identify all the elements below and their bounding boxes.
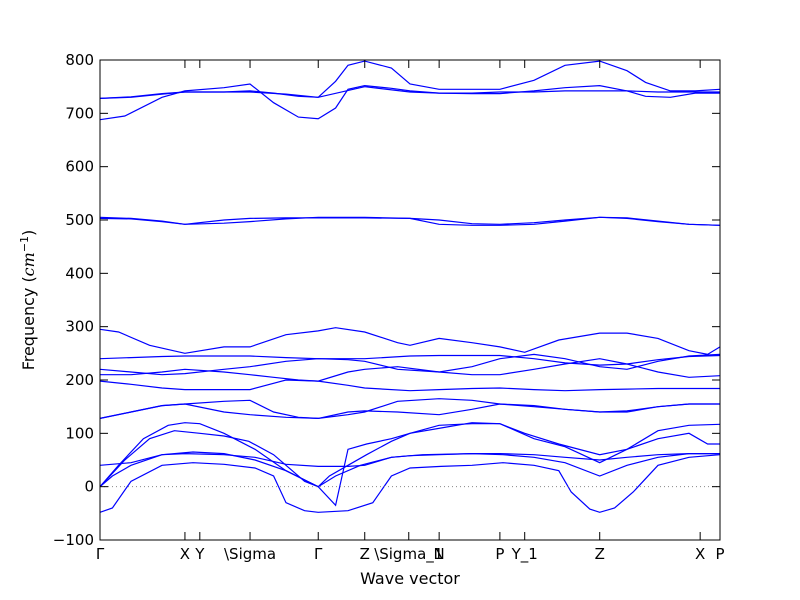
band-14 bbox=[99, 216, 721, 226]
x-tick-label-2: X bbox=[180, 545, 190, 563]
y-tick-label: 100 bbox=[65, 424, 94, 442]
band-12 bbox=[99, 327, 721, 356]
band-2 bbox=[99, 451, 720, 488]
x-tick-label-12: X bbox=[695, 545, 705, 563]
x-tick-label-3: Y bbox=[194, 545, 205, 563]
y-tick-label: 600 bbox=[65, 158, 94, 176]
y-tick-label: 700 bbox=[65, 104, 94, 122]
y-tick-label: 500 bbox=[65, 211, 94, 229]
band-17 bbox=[99, 86, 720, 99]
band-15 bbox=[99, 83, 720, 121]
y-tick-label: 0 bbox=[84, 478, 94, 496]
y-tick-label: 400 bbox=[65, 264, 94, 282]
band-6 bbox=[99, 398, 720, 420]
y-axis-ticks: −100 0 100 200 300 400 500 600 700 800 bbox=[53, 51, 720, 549]
x-tick-label-4: \Sigma bbox=[224, 545, 276, 563]
x-tick-label-5: Γ bbox=[314, 545, 323, 563]
plot-frame bbox=[99, 59, 721, 541]
x-tick-label-6: Z bbox=[360, 545, 370, 563]
y-tick-label: −100 bbox=[53, 531, 94, 549]
x-tick-label-8: N bbox=[434, 545, 445, 563]
x-axis-title: Wave vector bbox=[360, 569, 460, 588]
x-tick-label-7: \Sigma_1 bbox=[374, 545, 443, 564]
band-9 bbox=[100, 358, 721, 382]
x-tick-label-1: Γ bbox=[96, 545, 105, 563]
x-tick-label-11: Z bbox=[595, 545, 605, 563]
y-axis-title-suffix: ) bbox=[19, 230, 38, 236]
plot-content bbox=[99, 60, 721, 513]
x-tick-label-10: Y_1 bbox=[511, 545, 538, 564]
y-axis-title-unit: cm bbox=[19, 252, 38, 276]
band-4 bbox=[99, 452, 720, 467]
x-tick-label-13: P bbox=[715, 545, 724, 563]
x-tick-label-9: P bbox=[495, 545, 504, 563]
y-axis-title-prefix: Frequency ( bbox=[19, 276, 38, 370]
band-10 bbox=[99, 353, 721, 376]
band-8 bbox=[99, 379, 720, 392]
x-axis-ticks: Γ X Y \Sigma Γ Z \Sigma_1N P Y_1 Z X P bbox=[96, 60, 725, 564]
y-tick-label: 300 bbox=[65, 318, 94, 336]
band-16 bbox=[99, 60, 721, 99]
band-11 bbox=[99, 354, 721, 366]
y-axis-title-exponent: −1 bbox=[18, 236, 31, 252]
y-tick-label: 800 bbox=[65, 51, 94, 69]
y-axis-title: Frequency (cm−1) bbox=[18, 230, 38, 371]
band-5 bbox=[99, 423, 720, 488]
band-3 bbox=[99, 422, 721, 507]
band-7 bbox=[99, 403, 720, 420]
y-tick-label: 200 bbox=[65, 371, 94, 389]
band-1 bbox=[99, 454, 721, 513]
